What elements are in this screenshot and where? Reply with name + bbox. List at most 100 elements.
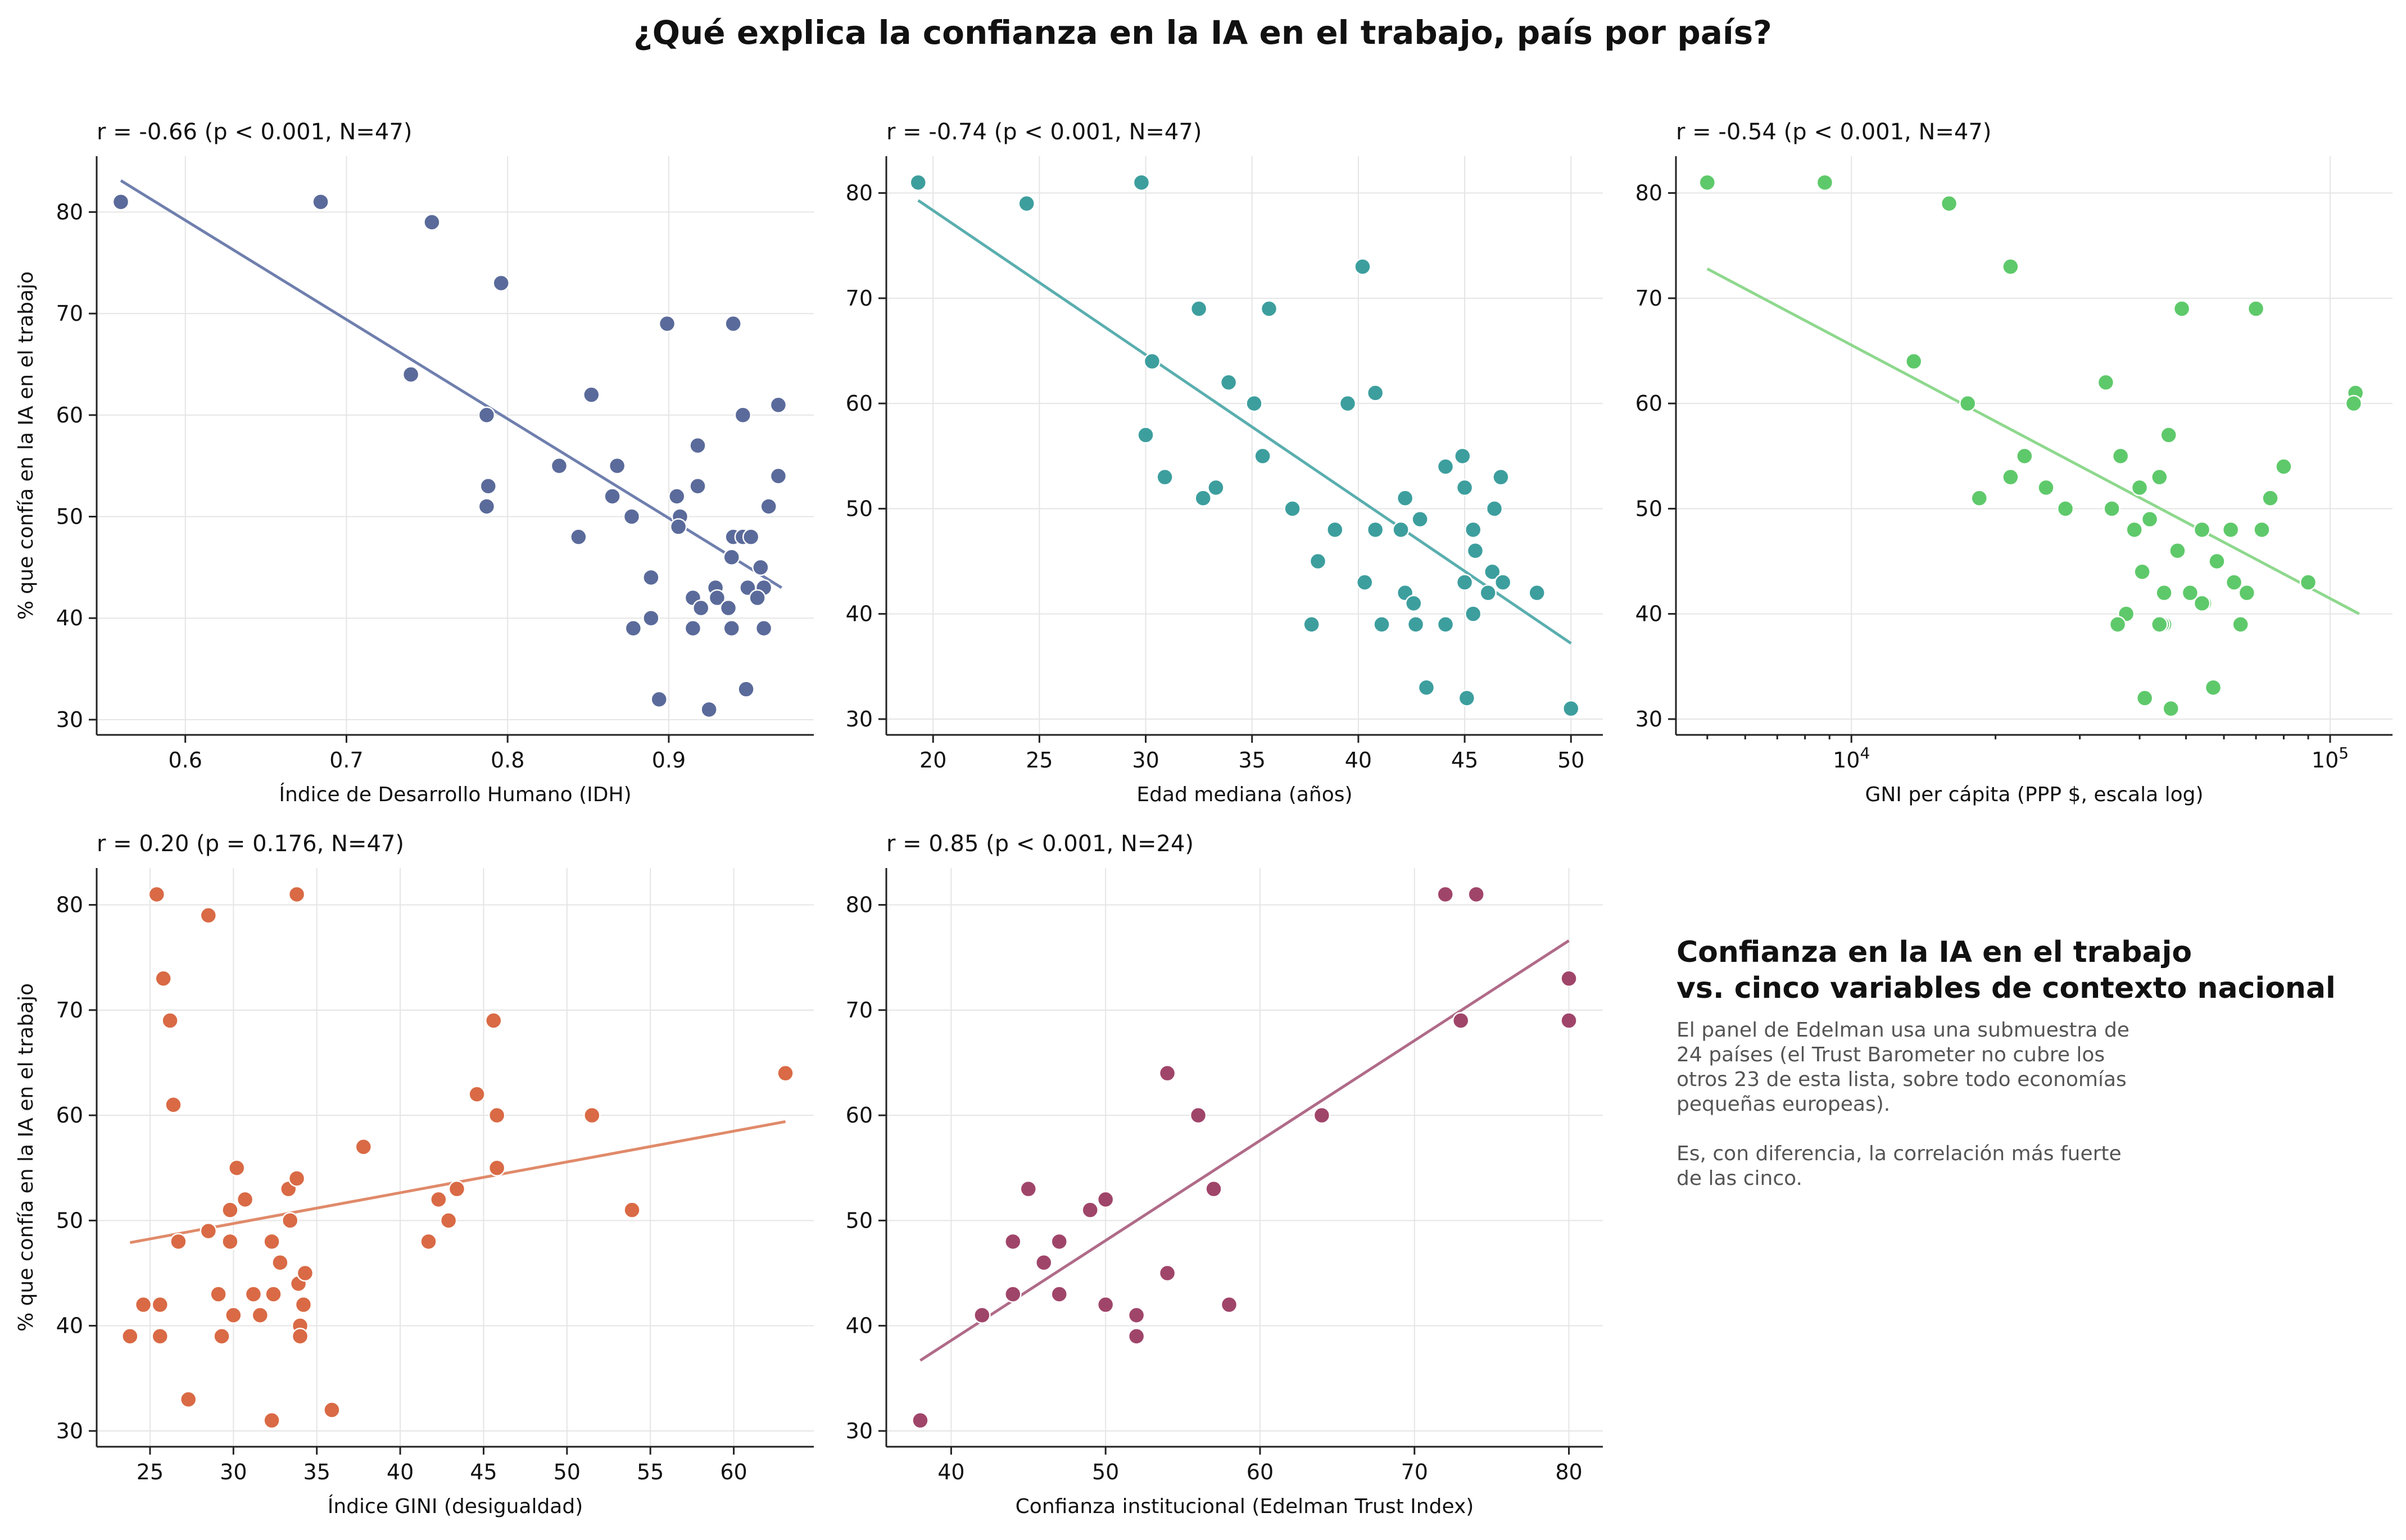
- note-paragraph-1-line-4: pequeñas europeas).: [1677, 1093, 1890, 1116]
- data-point: [570, 528, 587, 546]
- data-point: [288, 1170, 306, 1187]
- y-tick-label: 30: [846, 707, 873, 732]
- data-point: [221, 1201, 239, 1219]
- data-point: [583, 386, 600, 403]
- data-point: [1207, 479, 1225, 497]
- y-tick-label: 80: [1635, 181, 1662, 206]
- data-point: [755, 620, 773, 637]
- scatter-panel-gini: 25 30 35 40 45 50 55 60 30 40 50 60 70 80 r = 0.20 (p …: [15, 831, 814, 1518]
- y-tick-label: 60: [846, 391, 873, 416]
- data-point: [236, 1191, 254, 1209]
- data-point: [210, 1285, 227, 1303]
- data-point: [1220, 1296, 1238, 1314]
- y-tick-label: 60: [56, 403, 83, 428]
- data-point: [2222, 521, 2240, 539]
- data-point: [1437, 885, 1454, 903]
- note-paragraph-1-line-3: otros 23 de esta lista, sobre todo econo…: [1677, 1068, 2127, 1091]
- x-tick-label: 25: [137, 1460, 164, 1484]
- note-paragraph-2-line-2: de las cinco.: [1677, 1167, 1802, 1190]
- data-point: [608, 457, 626, 475]
- data-point: [478, 498, 496, 515]
- data-point: [430, 1191, 447, 1209]
- data-point: [2225, 574, 2243, 591]
- data-point: [752, 558, 769, 576]
- data-point: [1492, 468, 1510, 486]
- note-title-line-1: Confianza en la IA en el trabajo: [1677, 935, 2192, 969]
- data-point: [669, 518, 687, 535]
- data-point: [148, 885, 166, 903]
- data-point: [689, 437, 706, 455]
- y-tick-label: 70: [846, 286, 873, 311]
- y-axis-label: % que confía en la IA en el trabajo: [15, 983, 38, 1332]
- data-point: [1940, 195, 1958, 212]
- data-point: [734, 406, 752, 424]
- data-point: [737, 680, 755, 698]
- data-point: [2037, 479, 2055, 497]
- data-point: [265, 1285, 282, 1303]
- data-point: [1407, 616, 1425, 633]
- x-tick-label: 45: [470, 1460, 497, 1484]
- data-point: [2193, 594, 2211, 612]
- data-point: [2155, 584, 2173, 602]
- data-point: [1018, 195, 1035, 212]
- data-point: [1326, 521, 1344, 539]
- y-tick-label: 30: [56, 707, 83, 732]
- data-point: [200, 1222, 218, 1240]
- data-point: [1562, 699, 1580, 717]
- note-paragraph-1-line-1: El panel de Edelman usa una submuestra d…: [1677, 1019, 2129, 1042]
- data-point: [263, 1411, 280, 1429]
- data-point: [2109, 616, 2127, 633]
- data-point: [2275, 458, 2292, 475]
- data-point: [1189, 1106, 1207, 1124]
- data-point: [692, 599, 710, 617]
- x-tick-label: 0.9: [652, 748, 686, 773]
- data-point: [1905, 352, 1923, 370]
- y-tick-label: 30: [846, 1419, 873, 1443]
- panel-stat-title: r = -0.74 (p < 0.001, N=47): [886, 119, 1202, 145]
- data-point: [1158, 1064, 1176, 1082]
- scatter-panel-idh: 0.6 0.7 0.8 0.9 30 40 50 60 70 80 r = -0.66 (p < 0…: [15, 119, 814, 806]
- x-tick-label: 0.6: [168, 748, 202, 773]
- data-point: [1479, 584, 1497, 602]
- data-point: [1396, 489, 1414, 507]
- data-point: [179, 1391, 197, 1408]
- data-point: [423, 213, 441, 231]
- scatter-panel-edad-mediana: 20 25 30 35 40 45 50 30 40 50 60 70 80 r = -0.74 (p <…: [846, 119, 1603, 806]
- data-point: [1004, 1285, 1022, 1303]
- data-point: [439, 1212, 457, 1229]
- data-point: [912, 1411, 929, 1429]
- data-point: [221, 1233, 239, 1251]
- x-tick-label: 105: [2312, 744, 2349, 773]
- data-point: [1411, 510, 1429, 528]
- data-point: [478, 406, 496, 424]
- data-point: [700, 701, 718, 719]
- data-point: [291, 1328, 309, 1345]
- data-point: [1464, 521, 1482, 539]
- data-point: [2204, 679, 2222, 696]
- x-tick-label: 60: [720, 1460, 747, 1484]
- x-tick-label: 50: [1557, 748, 1584, 773]
- data-point: [668, 488, 686, 505]
- data-point: [200, 907, 218, 924]
- data-point: [1190, 300, 1208, 317]
- data-point: [488, 1159, 506, 1176]
- data-point: [1356, 574, 1374, 591]
- x-tick-label: 0.7: [329, 748, 363, 773]
- data-point: [121, 1328, 139, 1345]
- x-axis-label: Confianza institucional (Edelman Trust I…: [1016, 1495, 1474, 1518]
- data-point: [1127, 1306, 1145, 1324]
- data-point: [420, 1233, 437, 1251]
- data-point: [155, 970, 172, 987]
- data-point: [1050, 1233, 1068, 1251]
- data-point: [1127, 1328, 1145, 1345]
- data-point: [1137, 426, 1154, 444]
- data-point: [2151, 616, 2168, 633]
- data-point: [213, 1328, 230, 1345]
- x-axis-label: Índice de Desarrollo Humano (IDH): [279, 783, 631, 806]
- y-tick-label: 80: [56, 893, 83, 917]
- data-point: [492, 274, 510, 292]
- x-tick-label: 30: [220, 1460, 247, 1484]
- data-point: [2056, 500, 2074, 517]
- data-point: [1485, 500, 1503, 517]
- data-point: [1467, 885, 1485, 903]
